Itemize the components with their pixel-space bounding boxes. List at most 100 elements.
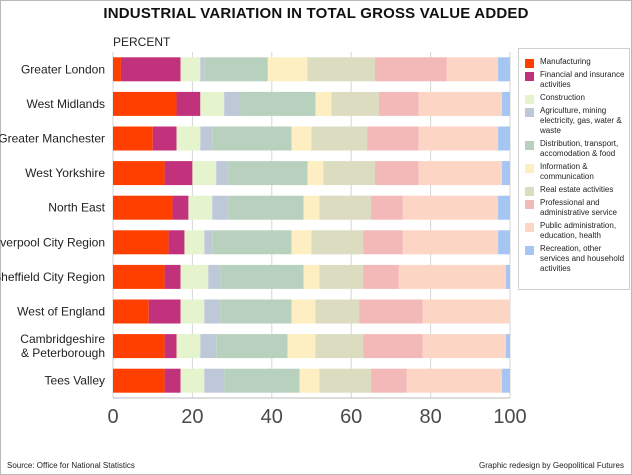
legend-label: Information & communication [540,162,594,181]
legend-label: Recreation, other services and household… [540,244,625,273]
bar-segment [498,126,510,151]
bar-segment [113,299,149,324]
bar-segment [506,264,510,289]
bar-segment [216,334,288,359]
legend-swatch [525,164,534,173]
bar-segment [200,126,213,151]
legend-item: Agriculture, mining electricity, gas, wa… [525,106,630,136]
legend-label: Agriculture, mining electricity, gas, wa… [540,106,622,135]
bar-segment [506,334,510,359]
x-tick-label: 0 [107,406,118,428]
bar-segment [200,334,217,359]
bar-segment [176,91,201,116]
legend-item: Information & communication [525,162,630,182]
x-tick-label: 60 [340,406,362,428]
x-tick-label: 100 [493,406,526,428]
bar-segment [212,195,229,220]
bar-segment [398,264,507,289]
legend-item: Real estate activities [525,185,630,196]
bar-segment [315,91,332,116]
legend-item: Recreation, other services and household… [525,244,630,274]
bar-segment [418,91,503,116]
category-label: West of England [17,305,105,319]
bar-segment [148,299,181,324]
bar-segment [113,264,165,289]
legend-item: Manufacturing [525,57,630,68]
bar-segment [216,161,229,186]
bar-segment [319,195,372,220]
bar-segment [212,230,292,255]
legend-label: Manufacturing [540,57,591,66]
bar-segment [164,264,181,289]
x-tick-label: 40 [261,406,283,428]
credit-note: Graphic redesign by Geopolitical Futures [479,461,624,470]
bar-segment [220,299,292,324]
bar-segment [224,368,300,393]
legend-swatch [525,72,534,81]
legend-label: Construction [540,93,585,102]
bar-segment [367,126,419,151]
bar-segment [446,57,499,82]
bar-segment [291,126,312,151]
bar-segment [502,368,510,393]
bar-segment [498,195,510,220]
category-label: Sheffield City Region [0,270,105,284]
bar-segment [363,264,399,289]
bar-segment [291,299,316,324]
bar-segment [200,91,225,116]
bar-segment [311,230,364,255]
bar-segment [291,230,312,255]
legend-swatch [525,95,534,104]
legend-label: Financial and insurance activities [540,70,625,89]
category-label: Greater London [21,62,105,76]
bar-segment [212,126,292,151]
bar-segment [113,126,153,151]
bar-segment [502,161,510,186]
bar-segment [378,91,419,116]
legend-swatch [525,108,534,117]
bar-segment [319,368,372,393]
bar-segment [498,57,510,82]
legend-label: Real estate activities [540,185,614,194]
category-label: Greater Manchester [0,132,105,146]
bar-segment [303,264,320,289]
category-label: Cambridgeshire & Peterborough [20,332,105,360]
unit-label: PERCENT [113,35,171,49]
bar-segment [113,91,177,116]
legend-swatch [525,246,534,255]
bar-segment [303,195,320,220]
legend-swatch [525,187,534,196]
bar-segment [363,334,423,359]
chart-legend: Manufacturing Financial and insurance act… [518,48,630,290]
bar-segment [200,57,205,82]
bar-segment [299,368,320,393]
bar-segment [220,264,304,289]
bar-segment [418,126,499,151]
chart-title: INDUSTRIAL VARIATION IN TOTAL GROSS VALU… [103,5,529,22]
bar-segment [371,195,403,220]
category-label: Tees Valley [45,374,105,388]
legend-label: Public administration, education, health [540,221,617,240]
bar-segment [180,368,205,393]
bar-segment [204,368,225,393]
bar-segment [287,334,316,359]
bar-segment [331,91,379,116]
legend-item: Financial and insurance activities [525,70,630,90]
bar-segment [422,299,510,324]
bar-segment [168,230,185,255]
bar-segment [176,126,201,151]
bar-segment [502,91,510,116]
bar-segment [375,161,419,186]
bar-segment [172,195,189,220]
legend-item: Construction [525,93,630,104]
legend-swatch [525,200,534,209]
category-label: North East [48,201,105,215]
bar-segment [113,195,173,220]
bar-segment [315,299,360,324]
bar-segment [164,161,193,186]
bar-segment [113,161,165,186]
x-tick-label: 20 [181,406,203,428]
legend-label: Professional and administrative service [540,198,617,217]
bar-segment [164,368,181,393]
